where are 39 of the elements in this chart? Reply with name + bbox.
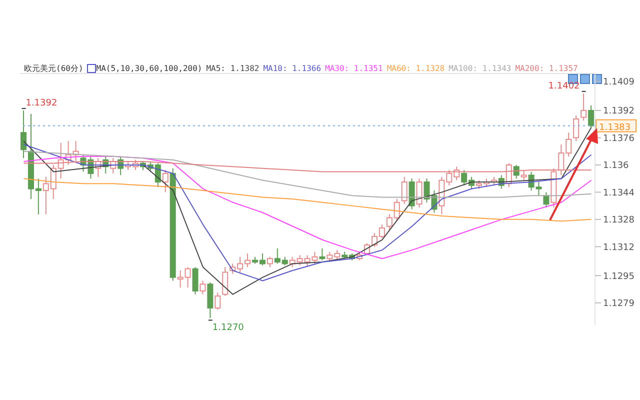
chart-subtitle: MA(5,10,30,60,100,200) <box>96 64 202 73</box>
candlestick <box>214 292 221 310</box>
text: MA30: 1.1351 <box>325 64 383 73</box>
y-tick-label: 1.1409 <box>603 78 635 88</box>
candlestick <box>588 104 594 128</box>
candlestick <box>266 256 273 268</box>
y-tick-label: 1.1392 <box>603 106 634 117</box>
candlestick <box>543 192 550 208</box>
candlestick <box>416 178 422 208</box>
y-tick-label: 1.1344 <box>603 188 635 198</box>
candlestick <box>162 170 168 193</box>
y-tick-label: 1.1279 <box>603 299 635 310</box>
y-tick-label: 1.1328 <box>603 216 635 226</box>
candlestick <box>580 92 587 122</box>
y-tick-label: 1.136 <box>603 161 630 172</box>
candlestick <box>513 164 520 180</box>
candlestick <box>222 266 228 297</box>
candlestick <box>192 266 198 295</box>
annotation: 1.1402 <box>548 81 580 92</box>
ref-line-label: 1.1383 <box>599 122 630 133</box>
chart-title: 欧元美元(60分) <box>24 63 84 74</box>
text: MA10: 1.1366 <box>263 64 322 73</box>
candlestick <box>573 115 580 142</box>
candlestick <box>401 176 408 205</box>
line-series <box>23 156 592 260</box>
annotation: 1.1392 <box>26 98 58 108</box>
text: MA60: 1.1328 <box>386 64 445 73</box>
text: MA100: 1.1343 <box>448 64 512 73</box>
text: MA200: 1.1357 <box>515 64 578 73</box>
candlestick <box>319 248 326 261</box>
candlestick <box>408 178 415 210</box>
candlestick <box>200 280 206 295</box>
annotation: 1.1270 <box>212 323 244 334</box>
y-tick-label: 1.1312 <box>603 242 634 253</box>
candlestick <box>207 282 214 319</box>
y-tick-label: 1.1376 <box>603 134 635 144</box>
text: MA5: 1.1382 <box>206 64 260 73</box>
y-tick-label: 1.1295 <box>603 272 634 282</box>
candlestick <box>20 110 26 159</box>
